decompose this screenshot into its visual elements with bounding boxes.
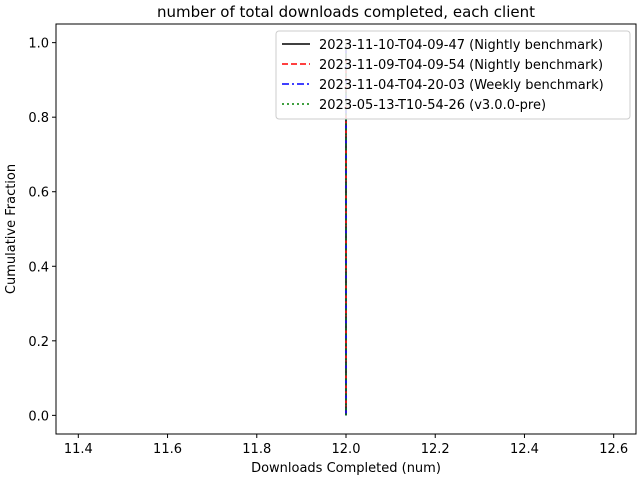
x-tick-label: 12.2 (421, 442, 450, 457)
y-tick-label: 0.0 (28, 409, 49, 424)
x-axis-label: Downloads Completed (num) (251, 461, 441, 476)
y-tick-label: 0.2 (28, 335, 49, 350)
y-tick-label: 0.4 (28, 260, 49, 275)
legend-entry: 2023-11-04-T04-20-03 (Weekly benchmark) (319, 78, 604, 93)
chart-title: number of total downloads completed, eac… (157, 3, 535, 21)
y-tick-label: 0.8 (28, 111, 49, 126)
legend: 2023-11-10-T04-09-47 (Nightly benchmark)… (275, 30, 631, 120)
x-tick-label: 12.0 (332, 442, 361, 457)
x-tick-label: 12.4 (510, 442, 539, 457)
legend-box (275, 30, 631, 120)
legend-entry: 2023-11-10-T04-09-47 (Nightly benchmark) (319, 38, 603, 53)
x-tick-label: 12.6 (599, 442, 628, 457)
legend-entry: 2023-11-09-T04-09-54 (Nightly benchmark) (319, 58, 603, 73)
y-axis-label: Cumulative Fraction (4, 164, 19, 294)
y-tick-label: 0.6 (28, 186, 49, 201)
x-tick-label: 11.4 (64, 442, 93, 457)
y-tick-label: 1.0 (28, 37, 49, 52)
x-axis: 11.4 11.6 11.8 12.0 12.2 12.4 12.6 (64, 434, 628, 457)
legend-entry: 2023-05-13-T10-54-26 (v3.0.0-pre) (319, 98, 546, 113)
x-tick-label: 11.6 (153, 442, 182, 457)
y-axis: 0.0 0.2 0.4 0.6 0.8 1.0 (28, 37, 56, 424)
x-tick-label: 11.8 (242, 442, 271, 457)
